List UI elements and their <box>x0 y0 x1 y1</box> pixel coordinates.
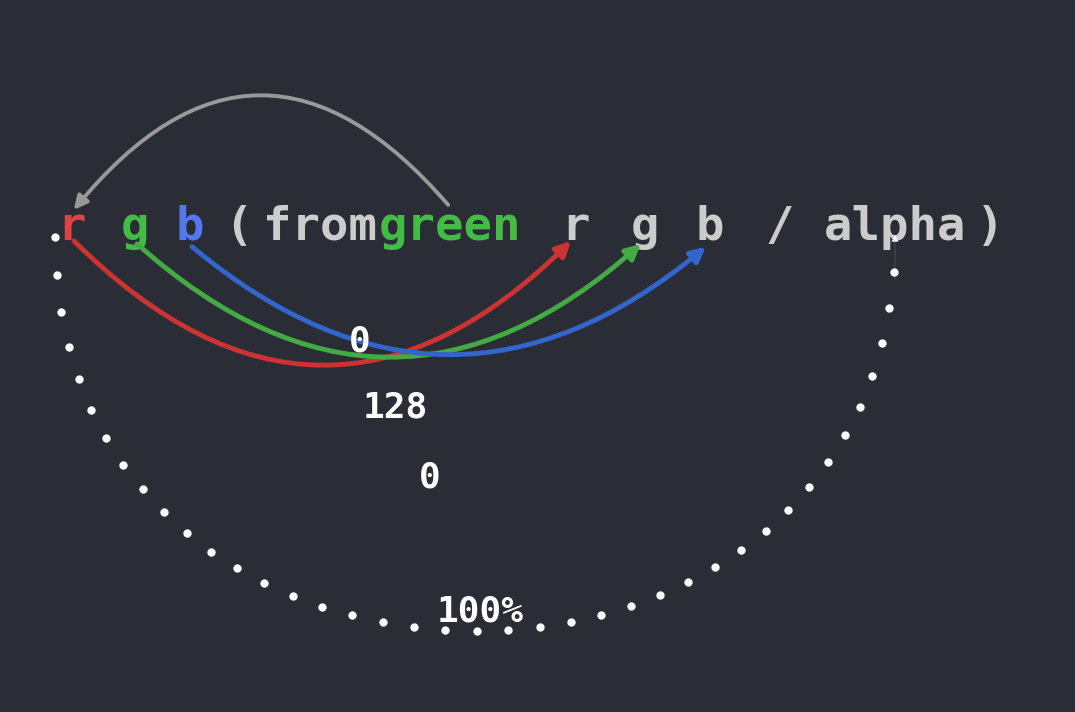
Text: b: b <box>696 204 725 249</box>
Text: alpha: alpha <box>823 204 966 249</box>
Text: green: green <box>378 204 521 249</box>
Text: r: r <box>58 204 86 249</box>
Text: 128: 128 <box>362 390 428 424</box>
Text: r: r <box>561 204 589 249</box>
Text: /: / <box>765 204 794 249</box>
Text: g: g <box>631 204 659 249</box>
Text: ): ) <box>976 204 1004 249</box>
Text: g: g <box>120 204 149 249</box>
Text: (: ( <box>224 204 253 249</box>
Text: b: b <box>175 204 204 249</box>
Text: from: from <box>263 204 377 249</box>
Text: 100%: 100% <box>436 595 524 629</box>
Text: 0: 0 <box>349 325 371 359</box>
Text: 0: 0 <box>419 460 441 494</box>
